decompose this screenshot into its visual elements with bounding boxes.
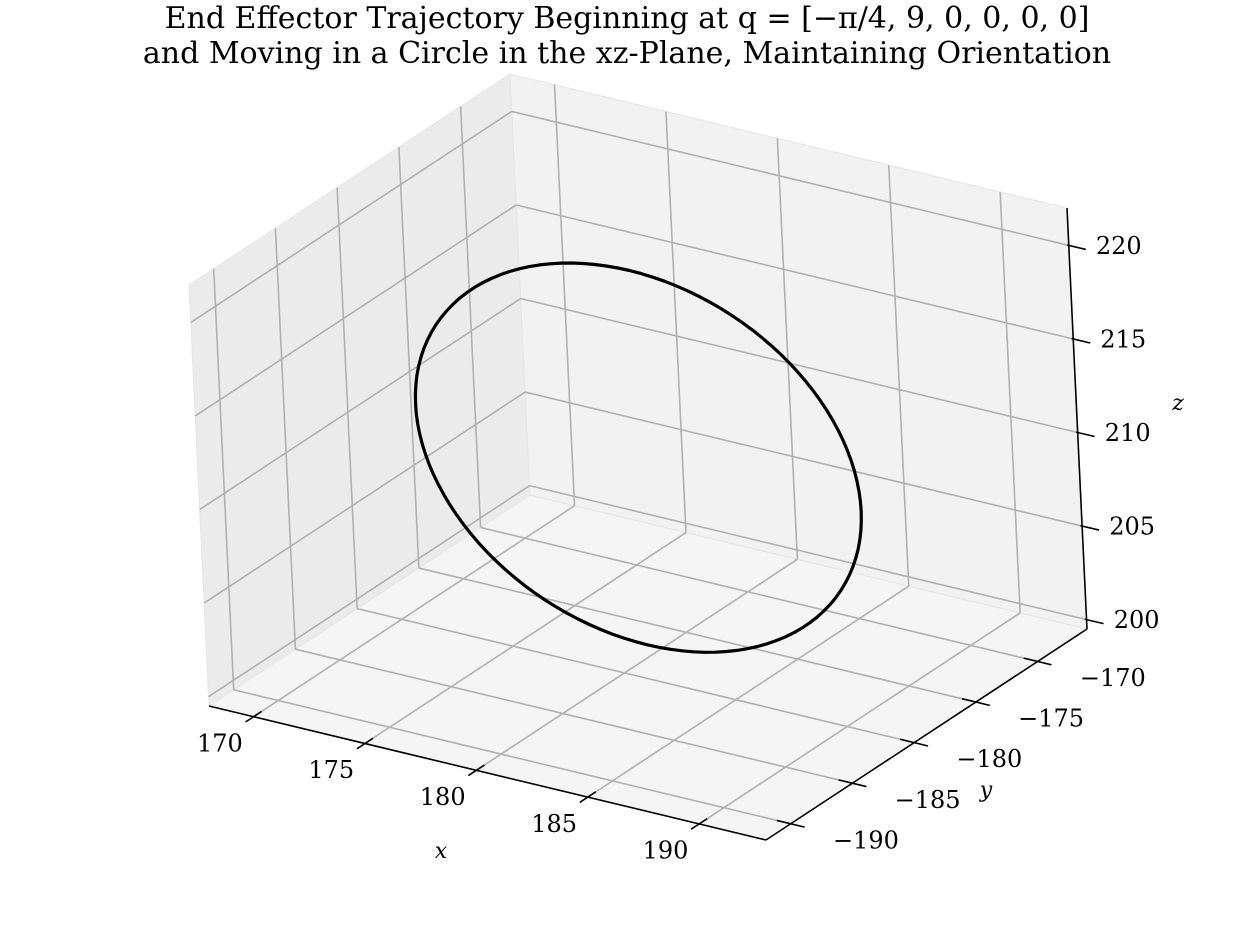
y-tick [961,697,990,707]
chart-title-line-1: End Effector Trajectory Beginning at q =… [165,1,1090,36]
grid-line-x-back [887,165,910,587]
grid-line-z-back [529,484,1087,621]
x-tick [356,737,374,750]
grid-line-y-side [398,147,420,569]
y-tick-label: −170 [1080,664,1146,692]
grid-line-z-back [520,297,1078,434]
grid-line-x-back [553,84,576,506]
tick-marks [245,244,1104,830]
z-tick [1066,244,1086,251]
chart-title-line-2: and Moving in a Circle in the xz-Plane, … [143,36,1111,71]
grid-line-y-floor [356,607,915,744]
z-tick-label: 220 [1096,232,1142,260]
x-tick [690,817,708,830]
y-tick [900,738,929,747]
y-tick-label: −180 [956,745,1022,773]
grid-line-x-floor [587,585,910,798]
y-tick-label: −175 [1018,705,1084,733]
grid-line-x-floor [253,505,575,718]
grid-line-y-side [274,228,297,650]
grid-line-x-floor [364,531,687,745]
grid-line-x-floor [475,558,798,771]
x-tick-label: 180 [420,783,466,811]
y-tick-label: −190 [833,826,899,854]
grid-line-z-back [511,110,1069,247]
z-tick-label: 205 [1109,513,1155,541]
z-axis-label: z [1171,391,1184,416]
y-axis-line [765,628,1088,841]
z-tick-label: 215 [1100,326,1146,354]
x-axis-line [208,705,767,841]
y-axis-label: y [979,778,993,803]
series-group [413,261,863,654]
y-tick [1023,657,1052,666]
z-axis-line [1066,207,1088,630]
z-tick [1071,337,1091,344]
x-tick-label: 175 [308,756,354,784]
grid-line-z-back [524,391,1083,527]
grid-line-y-floor [295,648,853,784]
x-tick [467,764,485,777]
x-tick [579,791,597,804]
grid-line-z-side [190,110,513,324]
grid-line-z-side [199,297,522,511]
x-tick-label: 190 [643,837,689,865]
grid-line-x-floor [698,612,1021,825]
z-tick-label: 210 [1105,419,1151,447]
grid-line-y-side [212,268,235,690]
grid-line-y-side [459,106,482,528]
z-tick [1080,524,1100,531]
trajectory-circle-line [413,261,863,654]
z-tick [1075,431,1095,438]
tick-labels: 170 175 180 185 190 −170 −175 −180 −185 −190 200 20… [197,232,1160,865]
grid-line-y-floor [233,688,791,825]
x-tick [245,710,263,723]
grid-line-z-side [208,484,530,698]
y-tick-label: −185 [895,786,961,814]
grid-line-z-back [516,204,1074,340]
z-tick [1084,618,1104,625]
grid-line-x-back [999,191,1021,613]
axes-panes [188,73,1089,841]
grid-line-z-side [203,391,526,604]
y-tick [838,779,867,788]
axis-lines [208,207,1088,841]
x-tick-label: 170 [197,729,243,757]
grid-line-y-side [336,187,358,609]
y-tick [776,819,805,828]
grid-line-y-floor [418,567,977,703]
grid-line-z-side [194,204,517,417]
grid-line-y-floor [480,526,1038,663]
z-tick-label: 200 [1114,606,1160,634]
grid-line-x-back [776,138,799,560]
grid-line-x-back [665,111,687,533]
x-axis-label: x [435,839,448,864]
x-tick-label: 185 [531,810,577,838]
grid-lines [190,84,1087,825]
